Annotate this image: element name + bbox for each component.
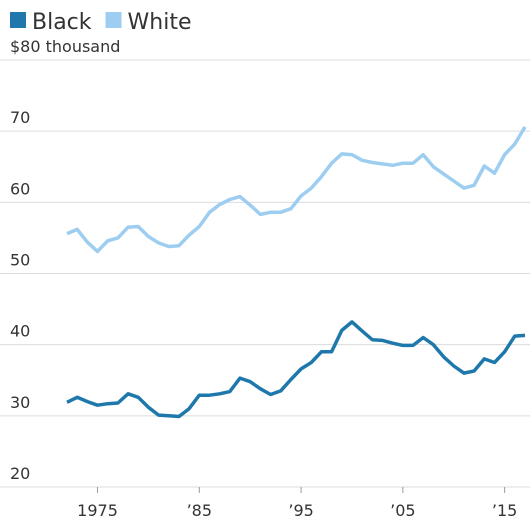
y-tick-label: 60 xyxy=(10,179,30,198)
x-tick-label: ’95 xyxy=(288,501,313,520)
y-tick-label: 40 xyxy=(10,322,30,341)
y-tick-label: 50 xyxy=(10,251,30,270)
legend-label: White xyxy=(128,10,192,35)
series-line xyxy=(66,320,526,419)
y-tick-label: 30 xyxy=(10,393,30,412)
legend-swatch xyxy=(105,12,122,28)
legend-label: Black xyxy=(32,10,92,35)
y-tick-label: $80 thousand xyxy=(10,37,120,56)
legend-swatch xyxy=(10,12,26,28)
x-tick-label: 1975 xyxy=(77,501,118,520)
series-line xyxy=(66,126,527,254)
y-tick-label: 20 xyxy=(10,464,30,483)
y-tick-label: 70 xyxy=(10,108,30,127)
x-tick-label: ’85 xyxy=(187,501,212,520)
x-tick-label: ’05 xyxy=(390,501,415,520)
x-tick-label: ’15 xyxy=(492,501,517,520)
